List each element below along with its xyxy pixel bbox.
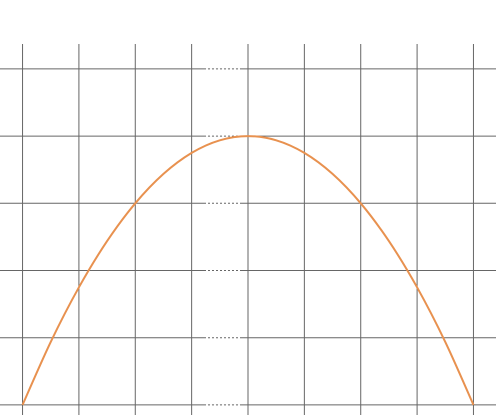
- series-line-0: [21, 135, 475, 406]
- y-tick-marks: [206, 68, 242, 406]
- vertical-gridlines: [22, 44, 474, 415]
- series-layer: [21, 135, 475, 406]
